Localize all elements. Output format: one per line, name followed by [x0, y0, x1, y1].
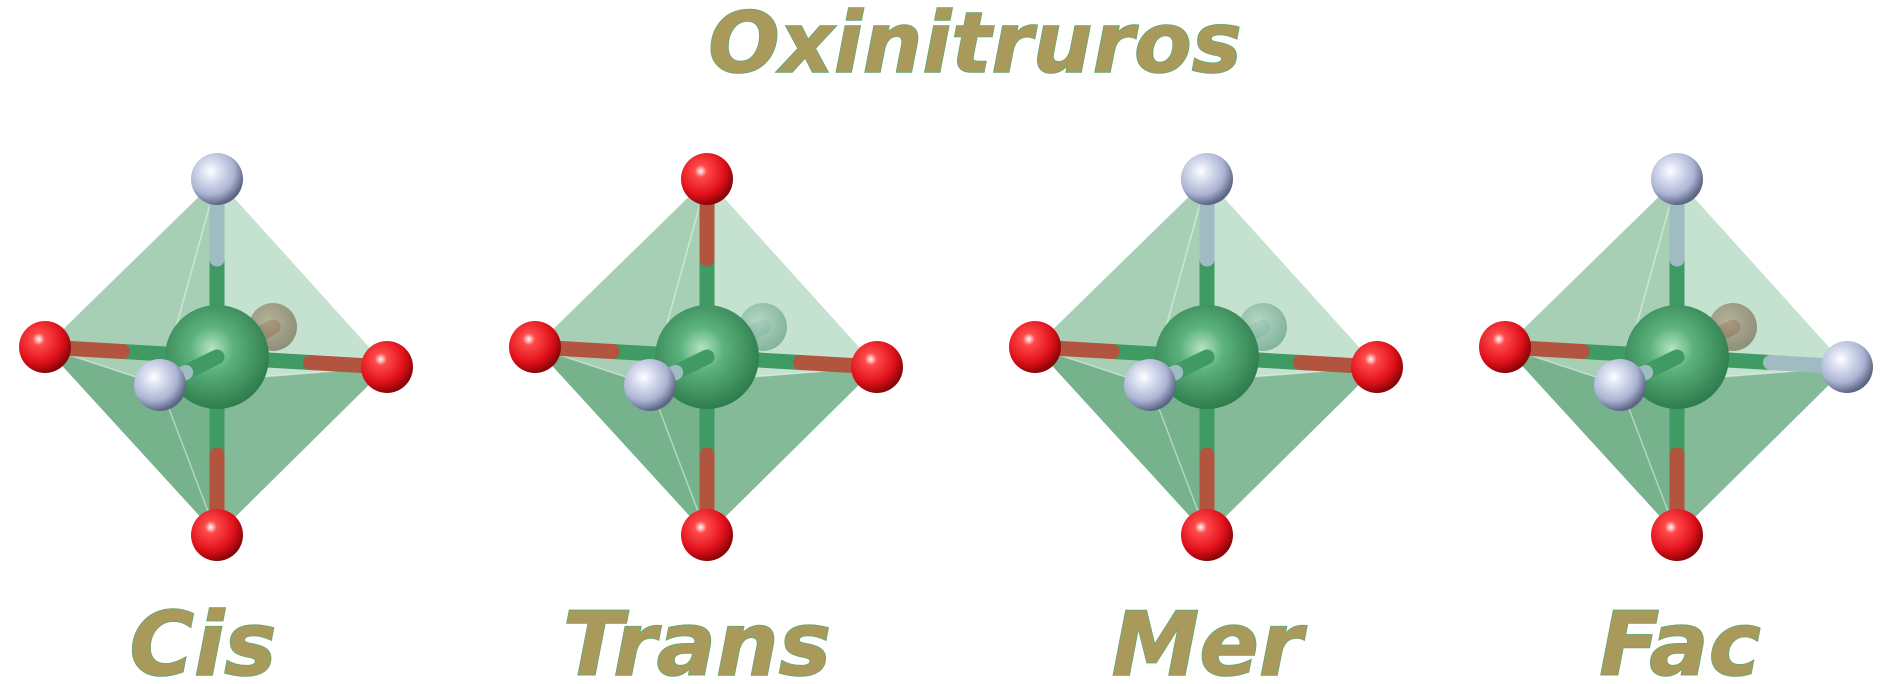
right-ligand-atom — [1821, 341, 1873, 393]
top-ligand-atom — [681, 153, 733, 205]
isomer-cis: Cis — [19, 153, 413, 684]
isomer-mer: Mer — [1009, 153, 1403, 684]
isomer-label: Cis — [129, 593, 276, 684]
isomer-group: Cis Trans Mer Fac — [19, 153, 1873, 684]
left-ligand-atom — [1479, 321, 1531, 373]
bottom-ligand-atom — [191, 509, 243, 561]
top-ligand-atom — [191, 153, 243, 205]
isomer-label: Fac — [1599, 593, 1761, 684]
octahedron-face-front — [535, 179, 877, 535]
right-ligand-atom — [1351, 341, 1403, 393]
left-ligand-atom — [1009, 321, 1061, 373]
left-ligand-atom — [19, 321, 71, 373]
octahedron-face-front — [1505, 179, 1847, 535]
isomer-label: Mer — [1112, 593, 1307, 684]
left-ligand-atom — [509, 321, 561, 373]
octahedron-face-front — [1035, 179, 1377, 535]
front-ligand-atom — [624, 359, 676, 411]
front-ligand-atom — [134, 359, 186, 411]
isomer-trans: Trans — [509, 153, 903, 684]
front-ligand-atom — [1124, 359, 1176, 411]
top-ligand-atom — [1181, 153, 1233, 205]
front-ligand-atom — [1594, 359, 1646, 411]
bottom-ligand-atom — [1181, 509, 1233, 561]
right-ligand-atom — [851, 341, 903, 393]
octahedron-face-front — [45, 179, 387, 535]
right-ligand-atom — [361, 341, 413, 393]
isomer-fac: Fac — [1479, 153, 1873, 684]
isomer-label: Trans — [563, 593, 831, 684]
bottom-ligand-atom — [1651, 509, 1703, 561]
title: Oxinitruros — [708, 0, 1242, 92]
top-ligand-atom — [1651, 153, 1703, 205]
bottom-ligand-atom — [681, 509, 733, 561]
